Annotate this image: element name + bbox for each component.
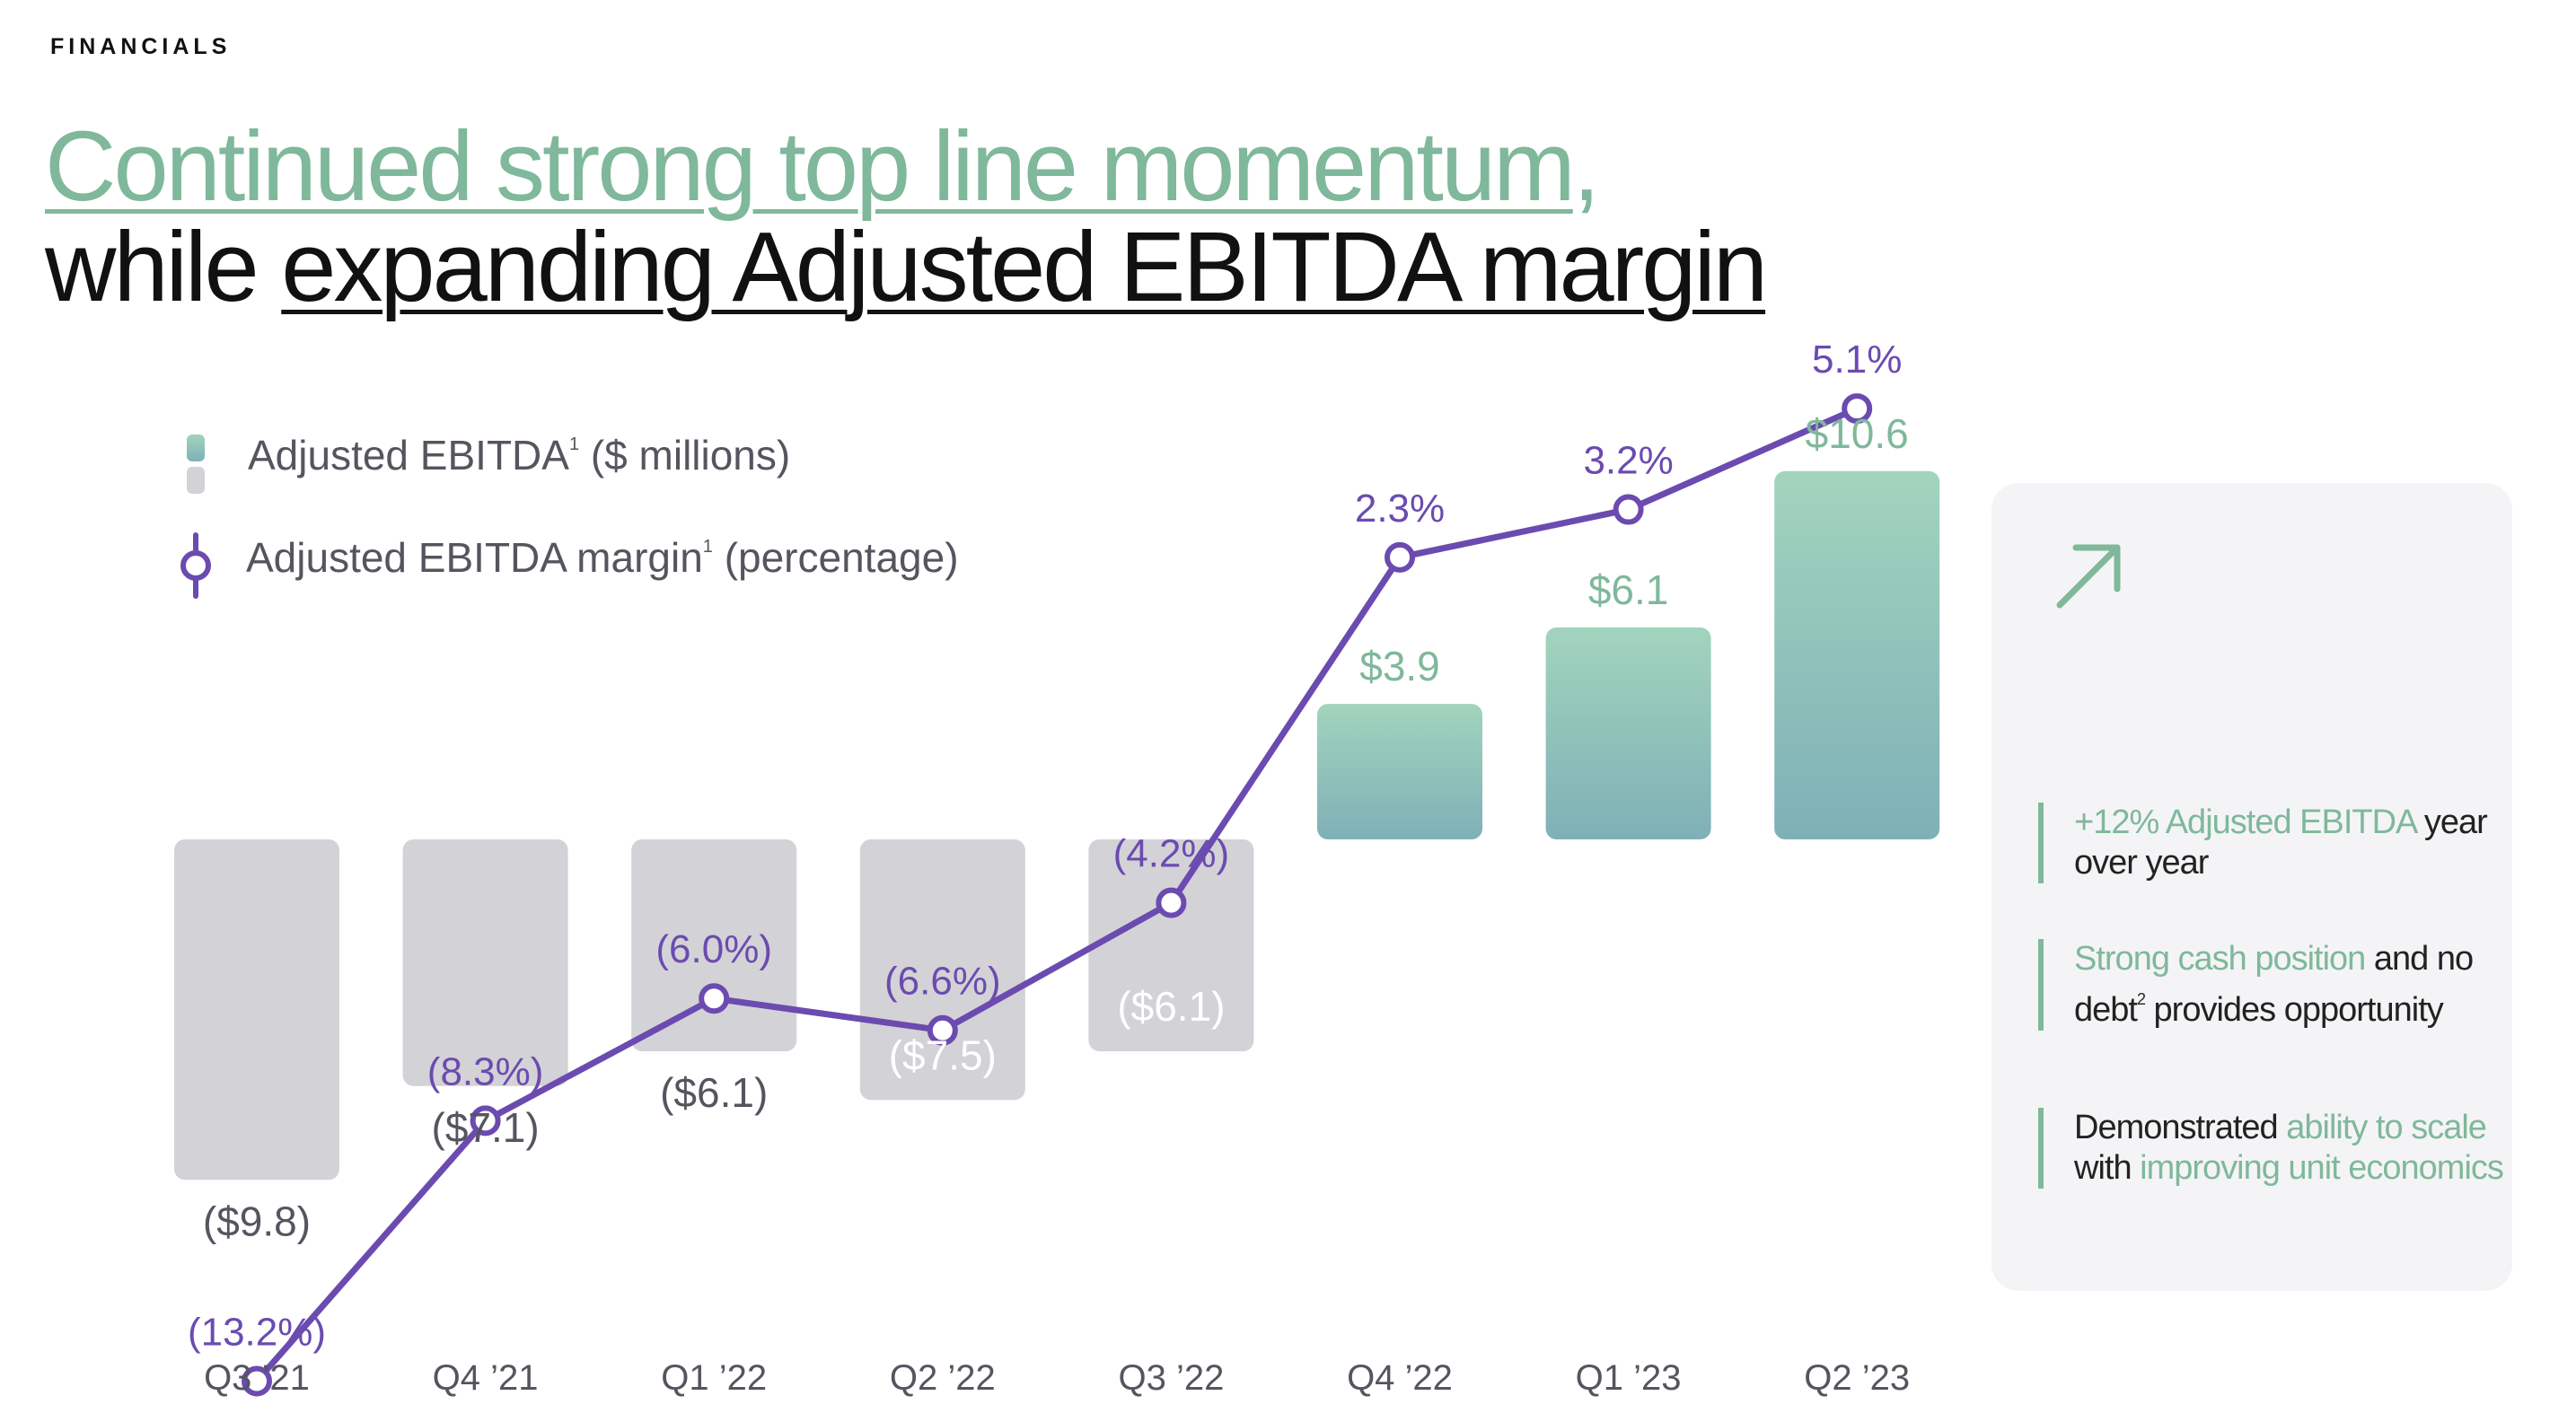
- headline-line-2-prefix: while: [45, 212, 282, 322]
- headline-line-1-trailing: ,: [1572, 111, 1601, 222]
- highlight-0-part-0: +12% Adjusted EBITDA: [2074, 803, 2416, 841]
- highlight-2-part-2: with: [2074, 1149, 2141, 1187]
- highlight-2-part-3: improving unit economics: [2140, 1149, 2504, 1187]
- margin-point-1: [470, 1105, 501, 1137]
- highlight-2-part-0: Demonstrated: [2074, 1109, 2287, 1146]
- highlight-adjusted-ebitda-growth: +12% Adjusted EBITDA year over year: [2038, 803, 2523, 883]
- legend-bars-label: Adjusted EBITDA: [248, 432, 569, 478]
- margin-line: [253, 405, 1860, 1384]
- margin-label-1: (8.3%): [427, 1049, 544, 1093]
- highlight-unit-economics: Demonstrated ability to scale with impro…: [2038, 1108, 2523, 1189]
- category-label-3: Q2 ’22: [890, 1358, 996, 1398]
- category-label-4: Q3 ’22: [1118, 1358, 1224, 1398]
- category-label-2: Q1 ’22: [661, 1358, 767, 1398]
- bar-value-label-2: ($6.1): [660, 1069, 768, 1116]
- bar-value-label-0: ($9.8): [203, 1198, 311, 1244]
- category-label-0: Q3 ’21: [204, 1358, 310, 1398]
- category-label-7: Q2 ’23: [1804, 1358, 1910, 1398]
- highlight-0-part-1: year over year: [2074, 803, 2488, 882]
- margin-label-0: (13.2%): [188, 1310, 326, 1354]
- margin-point-0: [242, 1365, 272, 1397]
- bar-5: [1317, 704, 1482, 839]
- margin-point-4: [1156, 887, 1187, 918]
- margin-point-5: [1385, 541, 1415, 573]
- bar-2: [631, 839, 797, 1052]
- bar-value-label-6: $6.1: [1588, 566, 1669, 613]
- highlights-panel: +12% Adjusted EBITDA year over year Stro…: [1991, 483, 2512, 1291]
- legend-bars-footnote: 1: [568, 434, 580, 454]
- section-label: FINANCIALS: [50, 34, 232, 59]
- bar-value-label-4: ($6.1): [1117, 983, 1225, 1030]
- legend-swatch-positive: [187, 434, 205, 461]
- margin-point-3: [927, 1014, 958, 1046]
- arrow-up-right-icon: [2056, 544, 2121, 609]
- margin-label-7: 5.1%: [1812, 338, 1902, 382]
- margin-label-5: 2.3%: [1355, 487, 1445, 531]
- legend-line: Adjusted EBITDA margin1 (percentage): [246, 533, 959, 582]
- margin-point-6: [1613, 494, 1644, 525]
- headline-line-1: Continued strong top line momentum,: [45, 117, 1765, 217]
- highlight-2-part-1: ability to scale: [2286, 1109, 2487, 1146]
- bar-value-label-7: $10.6: [1806, 410, 1909, 457]
- highlight-1-part-2: 2: [2136, 990, 2146, 1008]
- margin-label-6: 3.2%: [1583, 439, 1673, 483]
- legend-bars-units: ($ millions): [579, 432, 791, 478]
- bar-1: [402, 839, 568, 1086]
- headline-line-1-underlined: Continued strong top line momentum: [45, 111, 1576, 222]
- category-label-1: Q4 ’21: [433, 1358, 539, 1398]
- category-label-5: Q4 ’22: [1347, 1358, 1453, 1398]
- margin-point-7: [1842, 393, 1873, 425]
- bar-7: [1774, 470, 1940, 839]
- legend-line-units: (percentage): [712, 534, 959, 581]
- legend-bars: Adjusted EBITDA1 ($ millions): [248, 431, 790, 479]
- bar-3: [859, 839, 1025, 1101]
- margin-label-4: (4.2%): [1113, 832, 1230, 876]
- highlight-cash-position: Strong cash position and no debt2 provid…: [2038, 939, 2523, 1031]
- headline: Continued strong top line momentum, whil…: [45, 117, 1768, 318]
- margin-label-2: (6.0%): [655, 927, 772, 971]
- highlight-1-part-0: Strong cash position: [2074, 940, 2366, 978]
- bar-value-label-3: ($7.5): [889, 1031, 997, 1078]
- bar-value-label-5: $3.9: [1359, 643, 1440, 689]
- bar-0: [174, 839, 339, 1181]
- highlight-1-part-1: and no debt: [2074, 940, 2474, 1029]
- headline-line-2-underlined: expanding Adjusted EBITDA margin: [281, 212, 1768, 322]
- legend-line-marker-icon: [180, 532, 211, 599]
- margin-point-2: [699, 983, 730, 1014]
- category-label-6: Q1 ’23: [1576, 1358, 1682, 1398]
- highlight-1-part-3: provides opportunity: [2144, 991, 2444, 1029]
- legend-line-footnote: 1: [702, 537, 713, 557]
- margin-label-3: (6.6%): [884, 960, 1001, 1004]
- bar-value-label-1: ($7.1): [432, 1104, 540, 1151]
- bar-6: [1545, 627, 1711, 839]
- legend-swatch-negative: [187, 467, 205, 494]
- bar-4: [1088, 839, 1254, 1052]
- legend-line-label: Adjusted EBITDA margin: [246, 534, 703, 581]
- headline-line-2: while expanding Adjusted EBITDA margin: [45, 217, 1768, 318]
